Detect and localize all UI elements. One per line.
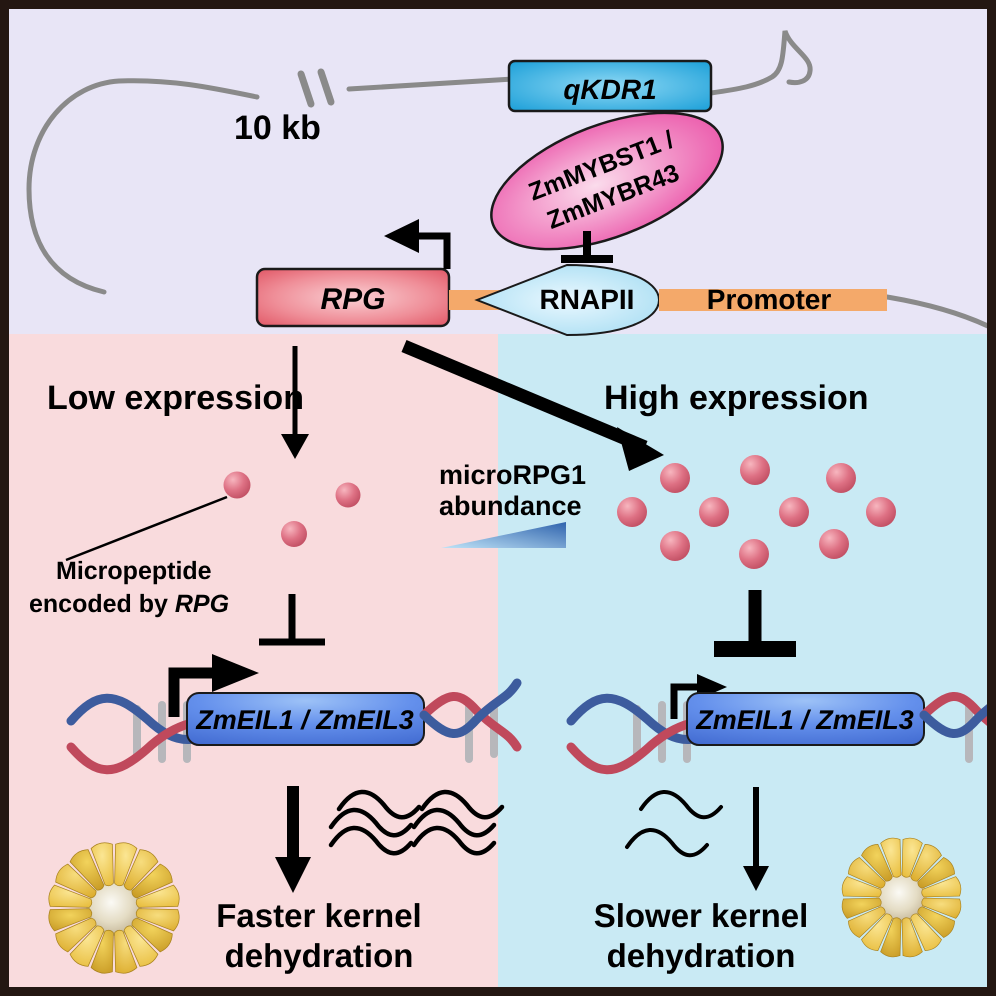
svg-text:dehydration: dehydration xyxy=(225,937,414,974)
svg-text:dehydration: dehydration xyxy=(607,937,796,974)
svg-text:Slower kernel: Slower kernel xyxy=(594,897,809,934)
svg-text:Faster kernel: Faster kernel xyxy=(216,897,421,934)
